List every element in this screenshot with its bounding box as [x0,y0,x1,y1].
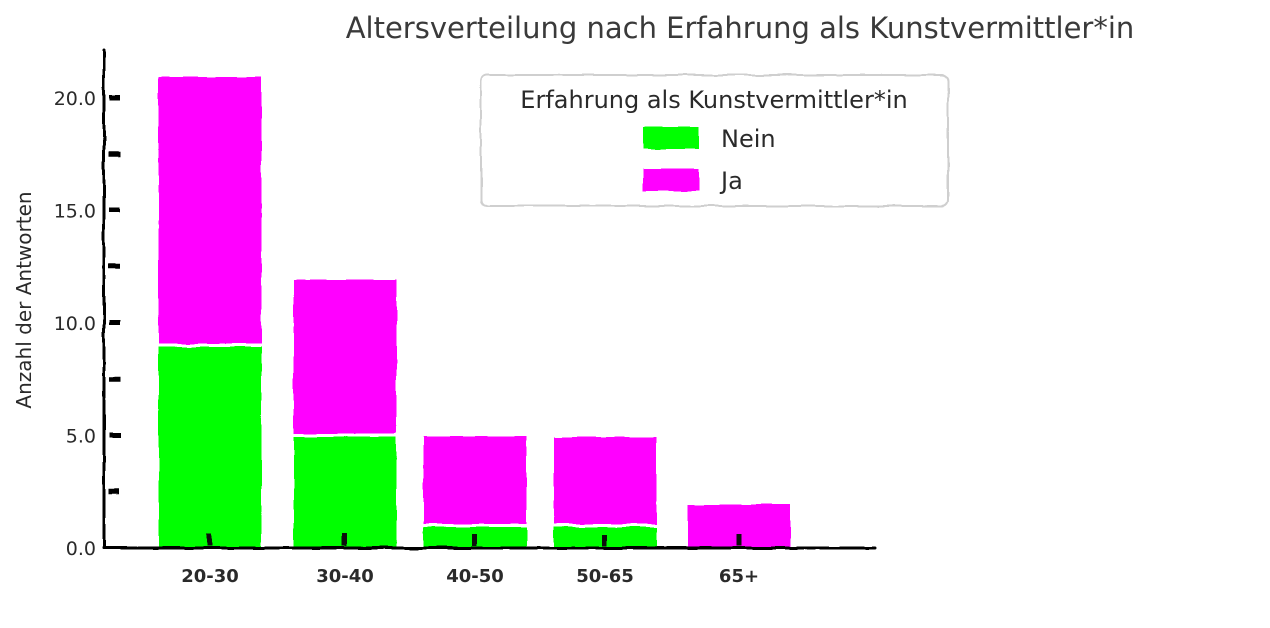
legend: Erfahrung als Kunstvermittler*in Nein Ja [480,74,949,207]
x-tick-mark [207,534,212,546]
y-tick-label: 0.0 [66,538,96,560]
x-tick-label: 65+ [719,566,759,587]
legend-title: Erfahrung als Kunstvermittler*in [520,86,907,114]
legend-frame [480,74,949,207]
bar-ja-50-65 [550,434,660,527]
legend-swatch-nein [643,127,699,149]
y-tick-label: 10.0 [54,313,96,335]
legend-label-nein: Nein [721,125,776,153]
x-tick-label: 40-50 [446,566,504,587]
bar-nein-20-30 [155,344,265,550]
y-tick-label: 5.0 [66,426,96,448]
x-tick-label: 20-30 [181,566,239,587]
bar-ja-40-50 [420,434,530,527]
bar-ja-30-40 [290,276,400,437]
x-tick-label: 50-65 [576,566,634,587]
bar-ja-20-30 [155,74,265,347]
y-tick-label: 15.0 [54,201,96,223]
x-tick-mark [602,534,607,546]
x-tick-label: 30-40 [316,566,374,587]
chart-title: Altersverteilung nach Erfahrung als Kuns… [346,11,1135,45]
x-tick-mark [342,534,347,546]
y-tick-label: 20.0 [54,88,96,110]
bars [155,74,794,550]
x-tick-mark [736,534,741,546]
y-axis-label: Anzahl der Antworten [12,191,36,408]
bar-nein-30-40 [290,434,400,550]
bar-ja-65+ [684,501,794,550]
legend-label-ja: Ja [719,167,743,195]
axes [102,48,877,550]
x-tick-mark [472,534,477,546]
legend-swatch-ja [643,169,699,191]
tick-labels: 0.0 5.0 10.0 15.0 20.0 20-30 30-40 40-50 50-65 65… [54,88,759,587]
